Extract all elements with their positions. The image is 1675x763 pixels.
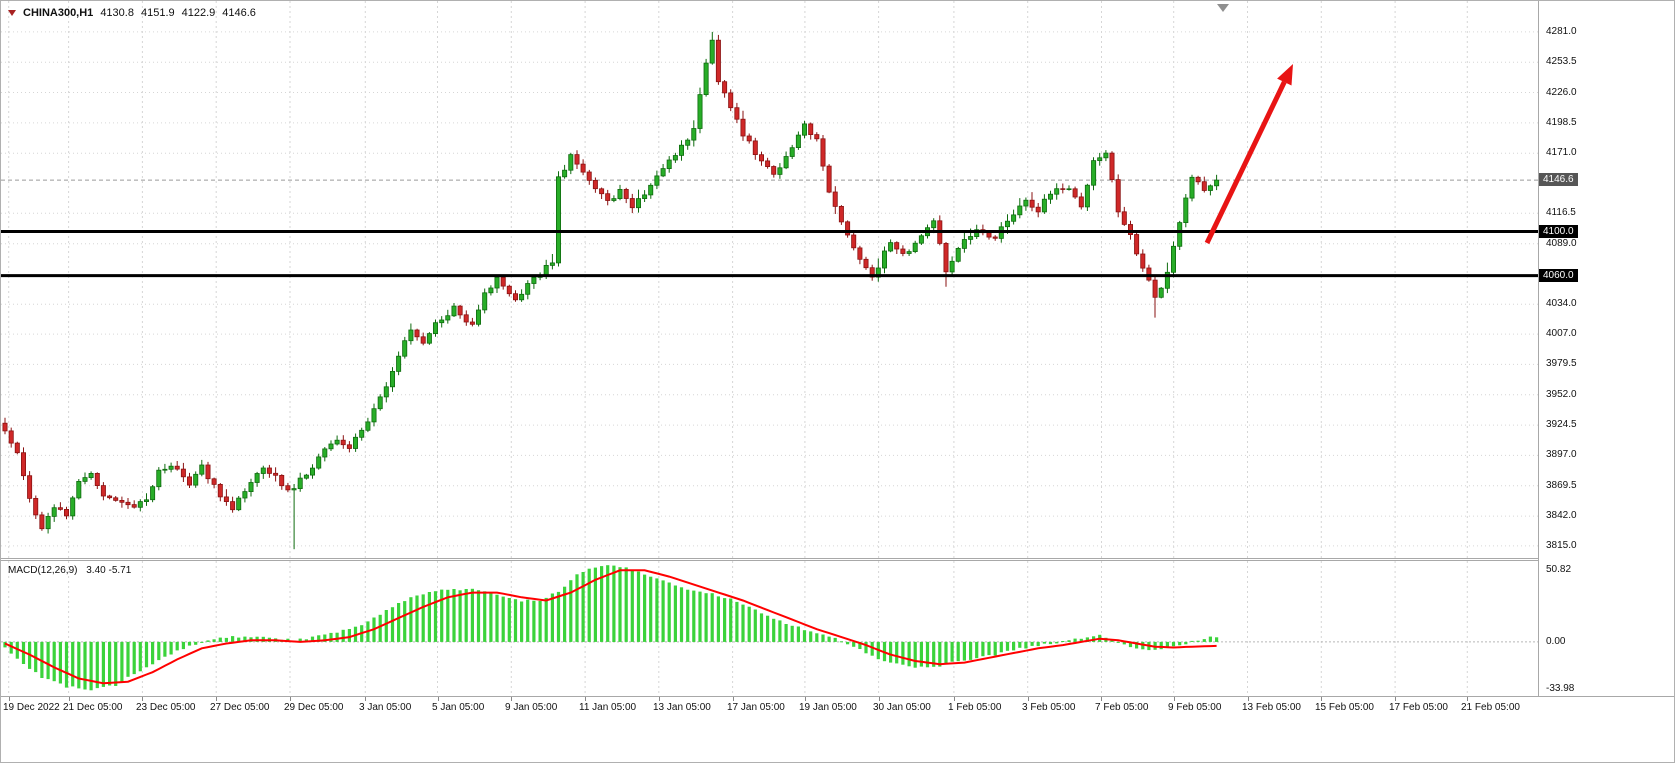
time-axis-label: 19 Dec 2022 bbox=[3, 702, 60, 713]
price-axis-label: 4226.0 bbox=[1546, 86, 1577, 98]
time-tick bbox=[659, 697, 660, 701]
price-axis-label: 3842.0 bbox=[1546, 510, 1577, 522]
macd-values: 3.40 -5.71 bbox=[86, 565, 132, 576]
time-axis-label: 7 Feb 05:00 bbox=[1095, 702, 1149, 713]
time-axis-label: 15 Feb 05:00 bbox=[1315, 702, 1374, 713]
price-axis-label: 4007.0 bbox=[1546, 328, 1577, 340]
ohlc-close-value: 4146.6 bbox=[222, 7, 256, 19]
macd-signal-line bbox=[4, 569, 1217, 685]
time-tick bbox=[1101, 697, 1102, 701]
price-axis-label: 3924.5 bbox=[1546, 419, 1577, 431]
trend-arrow[interactable] bbox=[1204, 80, 1287, 245]
time-tick bbox=[9, 697, 10, 701]
time-tick bbox=[1174, 697, 1175, 701]
time-axis[interactable]: 19 Dec 2022 21 Dec 05:00 23 Dec 05:00 27 De… bbox=[1, 696, 1674, 719]
time-tick bbox=[142, 697, 143, 701]
time-tick bbox=[1467, 697, 1468, 701]
price-axis-label: 4198.5 bbox=[1546, 116, 1577, 128]
level-price-badge: 4060.0 bbox=[1539, 268, 1578, 282]
macd-axis-label: 50.82 bbox=[1546, 564, 1572, 575]
chart-shift-marker[interactable] bbox=[1217, 4, 1229, 12]
time-tick bbox=[1395, 697, 1396, 701]
time-tick bbox=[805, 697, 806, 701]
time-tick bbox=[1248, 697, 1249, 701]
price-axis-label: 4281.0 bbox=[1546, 25, 1577, 37]
time-tick bbox=[585, 697, 586, 701]
macd-indicator-label: MACD(12,26,9) 3.40 -5.71 bbox=[8, 565, 137, 576]
time-axis-label: 30 Jan 05:00 bbox=[873, 702, 931, 713]
time-axis-label: 13 Jan 05:00 bbox=[653, 702, 711, 713]
time-tick bbox=[511, 697, 512, 701]
macd-axis-label: -33.98 bbox=[1546, 683, 1575, 694]
price-axis-label: 4089.0 bbox=[1546, 237, 1577, 249]
ohlc-low-value: 4122.9 bbox=[181, 7, 216, 19]
price-axis-label: 4116.5 bbox=[1546, 207, 1576, 219]
price-axis-label: 3897.0 bbox=[1546, 449, 1577, 461]
time-axis-label: 11 Jan 05:00 bbox=[579, 702, 637, 713]
symbol-header: CHINA300,H1 4130.8 4151.9 4122.9 4146.6 bbox=[8, 7, 256, 19]
price-axis-label: 4253.5 bbox=[1546, 56, 1577, 68]
level-price-badge: 4100.0 bbox=[1539, 224, 1578, 238]
macd-axis-label: 0.00 bbox=[1546, 635, 1566, 647]
time-axis-label: 21 Feb 05:00 bbox=[1461, 702, 1520, 713]
symbol-timeframe-label: CHINA300,H1 bbox=[23, 7, 94, 19]
symbol-dropdown-icon[interactable] bbox=[8, 10, 16, 16]
time-tick bbox=[879, 697, 880, 701]
price-axis-label: 4171.0 bbox=[1546, 147, 1577, 159]
time-axis-label: 9 Jan 05:00 bbox=[505, 702, 558, 713]
time-tick bbox=[954, 697, 955, 701]
time-tick bbox=[365, 697, 366, 701]
time-axis-label: 27 Dec 05:00 bbox=[210, 702, 270, 713]
time-axis-label: 3 Jan 05:00 bbox=[359, 702, 412, 713]
ohlc-open-value: 4130.8 bbox=[100, 7, 134, 19]
time-tick bbox=[1321, 697, 1322, 701]
panel-splitter[interactable] bbox=[1, 558, 1538, 559]
time-tick bbox=[1028, 697, 1029, 701]
time-axis-label: 21 Dec 05:00 bbox=[63, 702, 123, 713]
price-axis-label: 4034.0 bbox=[1546, 298, 1577, 310]
time-tick bbox=[290, 697, 291, 701]
time-tick bbox=[733, 697, 734, 701]
price-axis-label: 3815.0 bbox=[1546, 539, 1577, 551]
time-axis-label: 23 Dec 05:00 bbox=[136, 702, 196, 713]
current-price-badge: 4146.6 bbox=[1539, 173, 1578, 187]
price-axis[interactable]: 4281.0 4253.5 4226.0 4198.5 4171.0 4116.5 4089… bbox=[1538, 1, 1674, 718]
time-axis-label: 1 Feb 05:00 bbox=[948, 702, 1002, 713]
price-axis-label: 3979.5 bbox=[1546, 358, 1577, 370]
price-chart-canvas[interactable] bbox=[1, 1, 1538, 558]
time-tick bbox=[216, 697, 217, 701]
time-axis-label: 29 Dec 05:00 bbox=[284, 702, 344, 713]
price-axis-label: 3952.0 bbox=[1546, 388, 1577, 400]
time-tick bbox=[69, 697, 70, 701]
trend-arrow-head[interactable] bbox=[1277, 64, 1293, 86]
price-axis-label: 3869.5 bbox=[1546, 479, 1577, 491]
time-axis-label: 19 Jan 05:00 bbox=[799, 702, 857, 713]
time-axis-label: 17 Jan 05:00 bbox=[727, 702, 785, 713]
time-axis-label: 17 Feb 05:00 bbox=[1389, 702, 1448, 713]
time-axis-label: 9 Feb 05:00 bbox=[1168, 702, 1222, 713]
time-axis-label: 13 Feb 05:00 bbox=[1242, 702, 1301, 713]
ohlc-high-value: 4151.9 bbox=[140, 7, 175, 19]
time-axis-label: 3 Feb 05:00 bbox=[1022, 702, 1076, 713]
macd-name: MACD(12,26,9) bbox=[8, 565, 78, 576]
macd-canvas[interactable] bbox=[1, 561, 1538, 696]
panel-splitter-edge bbox=[1, 560, 1538, 561]
time-axis-label: 5 Jan 05:00 bbox=[432, 702, 485, 713]
time-tick bbox=[438, 697, 439, 701]
